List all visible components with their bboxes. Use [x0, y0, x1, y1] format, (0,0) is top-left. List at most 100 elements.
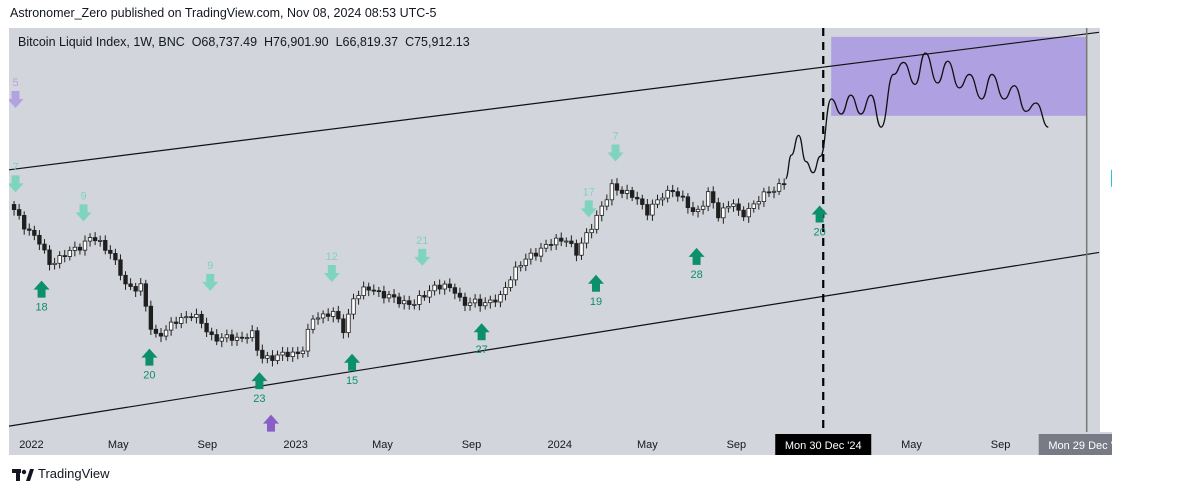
candle-body [234, 336, 240, 341]
candle-body [128, 283, 133, 287]
candle-body [640, 198, 645, 205]
signal-up-arrow [587, 274, 604, 292]
candle-body [736, 203, 741, 211]
candle-body [108, 249, 113, 254]
signal-up-arrow [33, 280, 50, 298]
candle-body [376, 290, 382, 293]
tradingview-footer[interactable]: TradingView [12, 466, 110, 481]
signal-count-label: 5 [12, 77, 18, 89]
candle-body [680, 195, 686, 198]
symbol-title: Bitcoin Liquid Index, 1W, BNC [18, 35, 185, 49]
candle-body [559, 237, 564, 242]
tradingview-brand: TradingView [38, 466, 110, 481]
candle-body [543, 244, 549, 249]
candle-body [386, 294, 392, 299]
signal-count-label: 20 [143, 370, 155, 382]
candle-body [670, 189, 675, 193]
x-tick-label: May [108, 439, 129, 451]
candle-body [609, 183, 615, 201]
signal-down-arrow [323, 264, 340, 282]
candle-body [320, 313, 326, 319]
candle-body [52, 262, 57, 265]
signal-count-label: 18 [35, 302, 47, 314]
candle-body [32, 229, 37, 236]
signal-count-label: 12 [326, 251, 338, 263]
candle-body [179, 317, 184, 324]
chart-area[interactable]: 759182092312152127171972820275,000.00200… [9, 28, 1112, 455]
candle-body [336, 311, 341, 320]
candle-body [781, 183, 787, 186]
channel-lower-line [9, 251, 1100, 427]
signal-up-arrow [473, 323, 490, 341]
candle-body [705, 191, 711, 207]
candle-body [168, 321, 174, 331]
candle-body [508, 279, 513, 288]
signal-down-arrow [580, 200, 597, 218]
candle-body [619, 189, 625, 194]
candle-body [645, 204, 650, 216]
signal-count-label: 19 [590, 296, 602, 308]
candle-body [731, 203, 736, 207]
candle-body [361, 286, 366, 296]
candle-body [432, 284, 437, 292]
candle-body [427, 290, 432, 298]
signal-down-arrow [414, 248, 431, 266]
candle-body [118, 259, 123, 276]
price-chart[interactable]: 759182092312152127171972820275,000.00200… [9, 28, 1112, 455]
signal-count-label: 7 [12, 161, 18, 173]
candle-body [305, 328, 311, 352]
signal-down-arrow [9, 175, 24, 193]
candle-body [660, 197, 665, 201]
candle-body [148, 305, 154, 330]
candle-body [726, 206, 731, 209]
candle-body [483, 302, 488, 307]
publisher-line: Astronomer_Zero published on TradingView… [10, 6, 437, 20]
candle-body [239, 336, 245, 339]
candle-body [158, 332, 164, 337]
candle-body [285, 351, 290, 357]
candle-body [47, 249, 52, 265]
signal-count-label: 9 [207, 260, 213, 272]
candle-body [270, 355, 275, 361]
x-tick-label: Sep [462, 439, 482, 451]
candle-body [589, 228, 594, 234]
candle-body [244, 337, 250, 340]
candle-body [685, 196, 691, 209]
candle-body [452, 287, 458, 294]
candle-body [92, 237, 98, 242]
candle-body [27, 228, 32, 231]
candle-body [143, 283, 148, 307]
candle-body [665, 189, 670, 199]
candle-body [447, 283, 452, 289]
candle-body [498, 294, 503, 303]
marker-date-badge [1038, 434, 1112, 455]
candle-body [741, 209, 746, 218]
candle-body [224, 334, 230, 339]
x-tick-label: Sep [991, 439, 1011, 451]
candle-body [695, 208, 701, 213]
candle-body [629, 190, 635, 198]
candle-body [250, 330, 255, 339]
candle-body [391, 294, 397, 298]
signal-down-arrow [75, 204, 92, 222]
candle-body [184, 316, 189, 319]
candle-body [229, 334, 235, 341]
candle-body [113, 253, 118, 261]
candle-body [331, 311, 336, 317]
candle-body [751, 203, 756, 209]
candle-body [199, 313, 204, 324]
candle-body [255, 330, 260, 351]
signal-count-label: 21 [416, 235, 428, 247]
candle-body [614, 183, 620, 191]
signal-count-label: 20 [813, 226, 825, 238]
candle-body [599, 205, 604, 216]
candle-body [690, 207, 696, 213]
x-tick-label: 2024 [548, 439, 572, 451]
candle-body [467, 302, 473, 306]
candle-body [553, 237, 559, 246]
candle-body [138, 283, 143, 292]
candle-body [584, 232, 589, 244]
candle-body [290, 351, 295, 357]
x-tick-label: May [901, 439, 922, 451]
candle-body [174, 321, 179, 324]
